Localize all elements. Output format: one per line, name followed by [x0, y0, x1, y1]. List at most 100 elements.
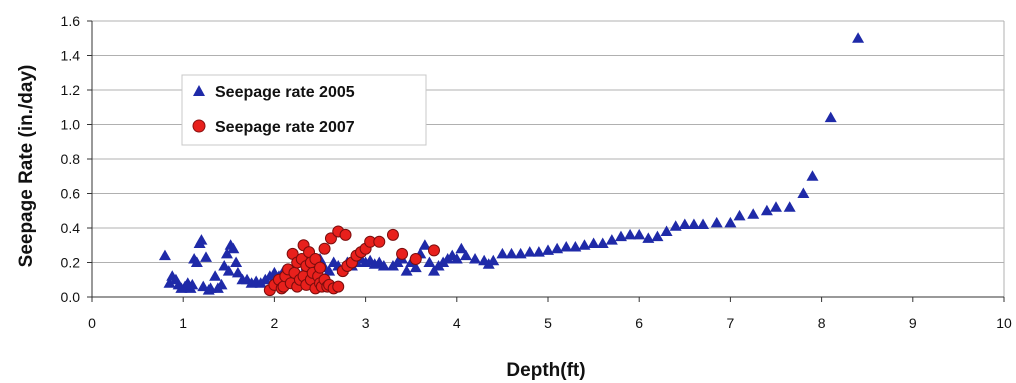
point-2005-27	[231, 266, 244, 278]
point-2005-21	[218, 259, 231, 271]
x-tick-label-10: 10	[996, 315, 1012, 331]
y-tick-label-3: 0.6	[61, 186, 81, 202]
point-2005-18	[209, 270, 222, 281]
point-2007-28	[318, 242, 331, 255]
y-tick-label-4: 0.8	[61, 151, 81, 167]
point-2005-93	[605, 234, 618, 245]
point-2007-37	[339, 228, 352, 241]
point-2005-88	[560, 240, 573, 252]
point-2005-100	[669, 220, 682, 231]
point-2005-105	[724, 216, 737, 228]
point-2005-92	[596, 237, 609, 249]
legend-label-2005: Seepage rate 2005	[215, 84, 355, 101]
point-2005-82	[505, 247, 518, 259]
point-2005-95	[624, 228, 637, 240]
point-2005-89	[569, 240, 582, 252]
point-2005-81	[496, 247, 509, 259]
x-axis-ticks: 0 1 2 3 4 5 6 7 8 9 10	[88, 297, 1012, 331]
point-2005-23	[222, 265, 235, 276]
x-tick-label-5: 5	[544, 315, 552, 331]
point-2005-91	[587, 237, 600, 249]
point-2005-114	[852, 32, 865, 43]
point-2005-108	[760, 204, 773, 216]
point-2005-87	[551, 242, 564, 254]
y-tick-label-0: 0.0	[61, 289, 81, 305]
point-2007-44	[373, 235, 386, 248]
point-2005-67	[418, 239, 431, 250]
point-2007-46	[396, 247, 409, 260]
point-2005-111	[797, 187, 810, 198]
y-tick-label-1: 0.2	[61, 255, 81, 271]
x-tick-label-2: 2	[271, 315, 279, 331]
point-2005-26	[230, 256, 243, 267]
point-2007-47	[409, 253, 422, 266]
point-2005-15	[200, 251, 212, 262]
point-2005-106	[733, 209, 746, 221]
x-tick-label-1: 1	[179, 315, 187, 331]
point-2005-68	[423, 256, 436, 267]
point-2005-63	[400, 265, 413, 276]
x-tick-label-8: 8	[818, 315, 826, 331]
legend-box	[181, 74, 427, 146]
point-2005-77	[469, 253, 482, 264]
point-2005-11	[190, 256, 203, 267]
legend-marker-2005	[193, 85, 205, 96]
legend-label-2007: Seepage rate 2007	[215, 119, 355, 136]
point-2005-22	[220, 247, 233, 259]
point-2005-80	[487, 254, 500, 266]
point-2007-32	[324, 232, 337, 245]
legend-marker-2007	[192, 119, 206, 133]
y-tick-label-8: 1.6	[61, 13, 81, 29]
point-2005-109	[770, 201, 782, 212]
y-tick-label-5: 1.0	[61, 117, 81, 133]
series-2007-points	[263, 225, 440, 297]
point-2005-90	[578, 239, 591, 250]
x-tick-label-4: 4	[453, 315, 461, 331]
point-2005-59	[377, 259, 390, 271]
point-2005-104	[710, 216, 723, 228]
x-tick-label-6: 6	[635, 315, 643, 331]
point-2005-101	[678, 218, 691, 230]
y-tick-label-2: 0.4	[61, 220, 81, 236]
point-2005-25	[227, 242, 240, 254]
point-2005-99	[660, 225, 673, 236]
point-2005-86	[542, 244, 554, 255]
x-tick-label-3: 3	[362, 315, 370, 331]
series-2005-points	[158, 32, 865, 295]
point-2005-20	[215, 278, 228, 290]
point-2005-103	[697, 218, 710, 230]
point-2005-113	[824, 111, 837, 123]
x-axis-title: Depth(ft)	[506, 360, 585, 381]
x-tick-label-9: 9	[909, 315, 917, 331]
point-2005-94	[614, 230, 627, 242]
point-2005-112	[806, 170, 819, 181]
x-tick-label-7: 7	[727, 315, 735, 331]
point-2007-48	[428, 244, 440, 257]
point-2005-74	[450, 253, 463, 264]
point-2005-1	[163, 277, 176, 288]
point-2005-84	[523, 246, 536, 257]
point-2005-97	[642, 232, 655, 243]
y-axis-ticks: 0.0 0.2 0.4 0.6 0.8 1.0 1.2 1.4 1.6	[61, 13, 92, 305]
point-2005-83	[514, 247, 527, 259]
point-2005-102	[687, 218, 700, 230]
point-2005-76	[459, 249, 472, 261]
point-2007-35	[332, 280, 345, 293]
legend: Seepage rate 2005 Seepage rate 2007	[181, 74, 427, 146]
y-axis-title: Seepage Rate (in./day)	[16, 65, 37, 268]
point-2005-96	[633, 228, 646, 240]
point-2005-9	[186, 278, 199, 290]
point-2007-26	[314, 261, 326, 274]
point-2005-107	[747, 208, 760, 219]
point-2005-110	[783, 201, 796, 212]
point-2005-98	[651, 230, 664, 242]
point-2005-85	[532, 246, 545, 257]
point-2005-0	[158, 249, 171, 261]
point-2005-13	[195, 234, 208, 245]
x-tick-label-0: 0	[88, 315, 96, 331]
y-tick-label-7: 1.4	[61, 48, 81, 64]
point-2005-75	[455, 242, 468, 254]
point-2005-47	[323, 265, 336, 276]
point-2007-45	[386, 228, 399, 241]
